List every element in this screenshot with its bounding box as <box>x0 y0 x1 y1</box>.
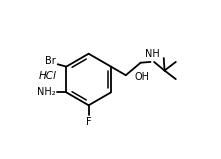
Text: Br: Br <box>45 56 55 66</box>
Text: NH₂: NH₂ <box>37 87 55 97</box>
Text: NH: NH <box>145 49 160 59</box>
Text: F: F <box>86 117 91 127</box>
Text: OH: OH <box>134 72 149 82</box>
Text: HCl: HCl <box>39 71 57 81</box>
